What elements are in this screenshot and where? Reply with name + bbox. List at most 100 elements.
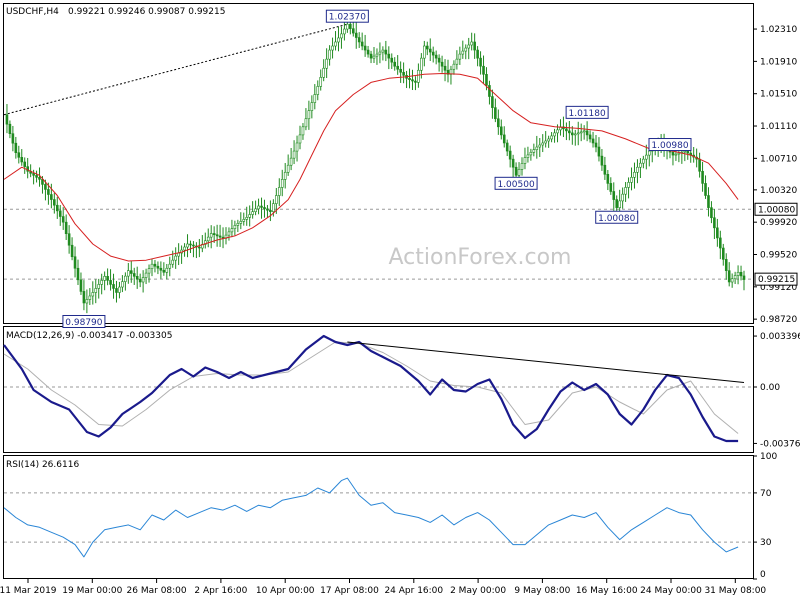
price-candle-body — [55, 204, 59, 212]
price-axis-level-box — [754, 202, 798, 216]
price-candle-body — [156, 265, 160, 269]
price-candle-body — [351, 28, 355, 34]
price-swing-label-box — [565, 105, 609, 119]
price-candle-body — [381, 49, 385, 53]
price-axis-level-label: 1.00080 — [758, 205, 795, 215]
price-candle-body — [325, 58, 328, 69]
price-candle-body — [618, 200, 621, 208]
x-tick-label: 24 May 00:00 — [640, 586, 702, 596]
price-candle-body — [556, 129, 559, 134]
price-candle-body — [721, 247, 725, 260]
price-swing-label: 1.00500 — [497, 180, 534, 190]
price-swing-label: 1.02370 — [329, 13, 366, 23]
price-candle-body — [520, 163, 524, 170]
price-candle-body — [5, 114, 9, 125]
macd-main-line — [3, 334, 739, 443]
price-candle-body — [411, 79, 414, 82]
rsi-title: RSI(14) 26.6116 — [6, 460, 79, 470]
price-candle-body — [227, 231, 231, 236]
price-candle-body — [189, 243, 192, 246]
rsi-y-tick-label: 0 — [760, 570, 766, 580]
price-candle-body — [32, 172, 35, 176]
price-candle-body — [301, 126, 305, 136]
price-swing-label: 1.00980 — [651, 141, 688, 151]
price-candle-body — [349, 23, 352, 29]
price-candle-body — [588, 134, 592, 140]
price-candle-body — [35, 175, 38, 178]
price-candle-body — [399, 68, 402, 73]
price-candle-body — [159, 267, 163, 271]
price-candle-body — [38, 177, 41, 180]
price-candle-body — [686, 150, 690, 154]
price-axis-level-box — [754, 272, 798, 286]
price-candle-body — [393, 61, 397, 67]
price-candle-body — [396, 65, 399, 70]
price-candle-body — [73, 256, 77, 269]
price-candle-body — [91, 292, 95, 297]
price-candle-body — [70, 244, 74, 258]
macd-y-tick-label: 0.00 — [760, 383, 780, 393]
price-candle-body — [719, 237, 722, 249]
price-candle-body — [704, 183, 707, 196]
price-candle-body — [420, 57, 423, 71]
price-candle-body — [20, 157, 24, 163]
price-y-tick-label: 1.01910 — [760, 57, 797, 67]
price-candle-body — [550, 135, 553, 140]
price-candle-body — [322, 67, 325, 78]
price-candle-body — [53, 199, 56, 206]
price-candle-body — [526, 154, 530, 158]
price-swing-label: 1.01180 — [569, 109, 606, 119]
price-candle-body — [97, 284, 101, 289]
price-candle-body — [627, 182, 630, 188]
price-candle-body — [206, 236, 210, 242]
price-candle-body — [727, 270, 731, 283]
price-candle-body — [307, 110, 311, 120]
price-candle-body — [218, 235, 222, 238]
price-trendline — [3, 23, 348, 116]
price-candle-body — [354, 32, 358, 38]
price-candle-body — [8, 123, 12, 134]
price-candle-body — [683, 150, 687, 153]
price-candle-body — [280, 179, 284, 188]
price-candle-body — [366, 49, 370, 55]
price-candle-body — [485, 74, 488, 86]
price-y-tick-label: 1.02310 — [760, 25, 797, 35]
price-candle-body — [423, 45, 426, 59]
price-candle-body — [242, 219, 246, 222]
price-candle-body — [730, 278, 734, 283]
price-candle-body — [203, 240, 207, 245]
price-candle-body — [82, 291, 86, 304]
price-y-tick-label: 0.99920 — [760, 218, 797, 228]
price-candle-body — [446, 69, 450, 75]
price-candle-body — [470, 41, 473, 46]
rsi-y-tick-label: 100 — [760, 452, 777, 462]
x-tick-label: 19 Mar 00:00 — [62, 586, 122, 596]
price-candle-body — [340, 33, 343, 39]
price-candle-body — [467, 44, 471, 49]
price-candle-body — [286, 164, 290, 173]
price-candle-body — [334, 41, 337, 47]
price-candle-body — [431, 51, 435, 56]
price-candle-body — [76, 267, 80, 281]
price-candle-body — [677, 152, 681, 155]
price-candle-body — [67, 233, 71, 246]
price-candle-body — [443, 65, 447, 71]
price-candle-body — [47, 189, 50, 195]
price-candle-body — [360, 41, 364, 47]
price-candle-body — [112, 284, 115, 289]
price-candle-body — [58, 210, 62, 217]
price-candle-body — [343, 28, 346, 35]
price-candle-body — [630, 177, 633, 183]
price-candle-body — [138, 278, 142, 283]
price-candle-body — [621, 193, 624, 202]
price-candle-body — [239, 221, 243, 224]
price-candle-body — [298, 134, 302, 144]
price-candle-body — [461, 50, 465, 55]
x-tick-label: 9 May 08:00 — [514, 586, 570, 596]
chart-ohlc-values: 0.99221 0.99246 0.99087 0.99215 — [68, 7, 225, 17]
price-candle-body — [106, 276, 109, 281]
price-candle-body — [440, 61, 444, 67]
x-tick-label: 11 Mar 2019 — [0, 586, 57, 596]
x-tick-label: 17 Apr 08:00 — [320, 586, 379, 596]
price-candle-body — [571, 132, 574, 136]
